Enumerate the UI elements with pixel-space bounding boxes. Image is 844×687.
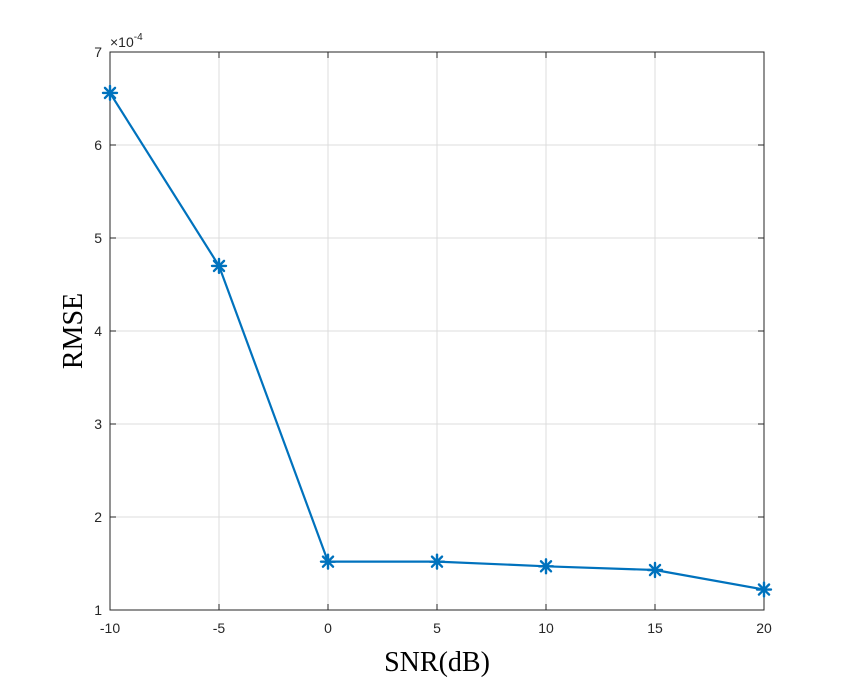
y-tick-label: 4 bbox=[94, 323, 102, 339]
data-point-marker bbox=[319, 553, 337, 570]
y-exponent-power: -4 bbox=[134, 32, 143, 43]
series-group bbox=[101, 84, 773, 598]
x-axis-label: SNR(dB) bbox=[384, 647, 490, 678]
data-point-marker bbox=[428, 553, 446, 570]
x-tick-label: 15 bbox=[647, 620, 663, 636]
x-tick-label: 5 bbox=[433, 620, 441, 636]
y-tick-label: 5 bbox=[94, 230, 102, 246]
y-tick-label: 7 bbox=[94, 44, 102, 60]
y-axis-label: RMSE bbox=[58, 293, 89, 369]
y-tick-label: 2 bbox=[94, 509, 102, 525]
y-tick-label: 1 bbox=[94, 602, 102, 618]
data-point-marker bbox=[101, 84, 119, 102]
x-tick-label: 20 bbox=[756, 620, 772, 636]
x-tick-label: -5 bbox=[213, 620, 226, 636]
y-exponent-label: ×10-4 bbox=[110, 32, 143, 50]
y-axis-ticks: 1 2 3 4 5 6 7 bbox=[94, 44, 764, 618]
data-point-marker bbox=[537, 558, 555, 575]
x-tick-label: -10 bbox=[100, 620, 120, 636]
x-tick-label: 10 bbox=[538, 620, 554, 636]
data-point-marker bbox=[646, 561, 664, 579]
data-point-marker bbox=[755, 581, 773, 598]
y-tick-label: 6 bbox=[94, 137, 102, 153]
x-tick-label: 0 bbox=[324, 620, 332, 636]
y-tick-label: 3 bbox=[94, 416, 102, 432]
data-point-marker bbox=[210, 257, 228, 275]
y-exponent-base: ×10 bbox=[110, 34, 134, 50]
x-axis-ticks: -10 -5 0 5 10 15 20 bbox=[100, 52, 772, 636]
